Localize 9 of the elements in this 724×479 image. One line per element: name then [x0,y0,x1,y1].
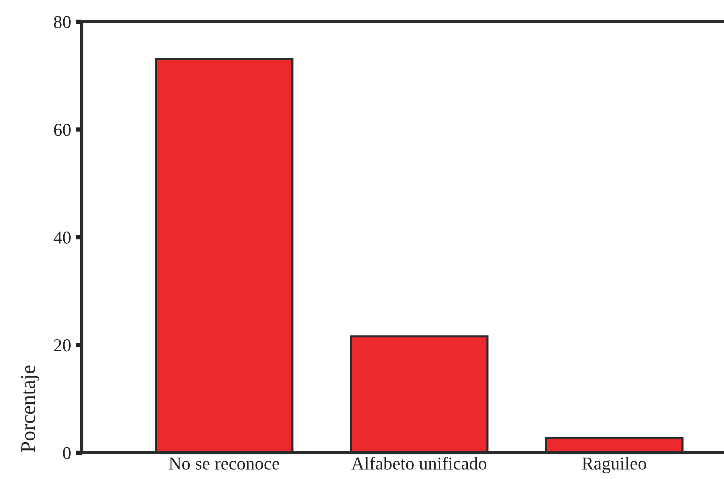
y-tick-label: 0 [63,447,71,460]
y-tick-label: 60 [54,124,71,136]
y-tick-label: 20 [54,340,71,352]
x-tick-label: Raguileo [582,457,646,474]
x-tick-label: Alfabeto unificado [352,456,487,470]
y-tick-label: 40 [54,232,71,244]
y-axis-title: Porcentaje [21,366,40,452]
y-tick-label: 80 [54,16,71,28]
x-tick-label: No se reconoce [169,458,280,470]
